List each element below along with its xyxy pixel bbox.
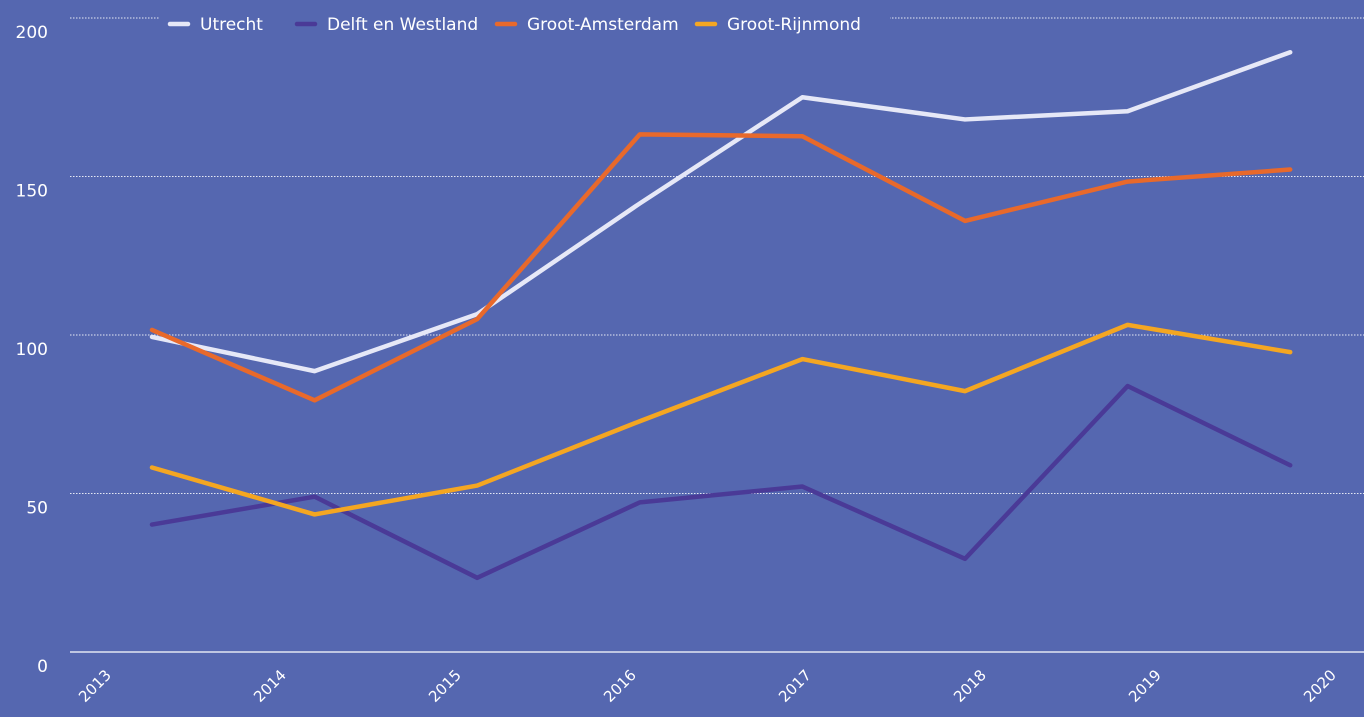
line-series — [149, 49, 1293, 374]
line-series — [149, 322, 1293, 517]
legend-label: Groot-Amsterdam — [527, 15, 679, 35]
line-series — [149, 132, 1293, 403]
y-tick-label: 200 — [16, 23, 48, 43]
legend-background — [160, 4, 890, 40]
y-tick-label: 0 — [37, 657, 48, 677]
y-tick-label: 100 — [16, 340, 48, 360]
y-tick-label: 150 — [16, 182, 48, 202]
legend-label: Groot-Rijnmond — [727, 15, 861, 35]
y-tick-label: 50 — [26, 499, 48, 519]
legend-label: Delft en Westland — [327, 15, 478, 35]
legend-label: Utrecht — [200, 15, 263, 35]
